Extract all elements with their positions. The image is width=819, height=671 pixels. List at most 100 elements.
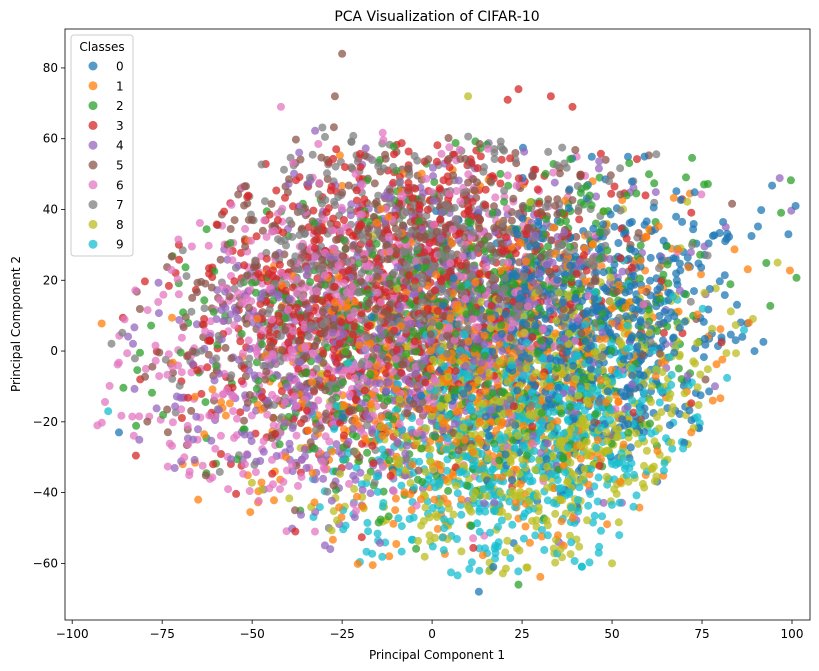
point-class-0 <box>534 221 543 230</box>
point-class-6 <box>337 203 346 212</box>
point-class-2 <box>372 239 381 248</box>
point-class-2 <box>136 348 144 357</box>
point-class-9 <box>494 522 502 531</box>
point-class-4 <box>124 332 133 341</box>
point-class-3 <box>473 164 482 173</box>
point-class-8 <box>711 284 720 293</box>
point-class-1 <box>246 508 255 517</box>
point-class-5 <box>310 342 319 351</box>
point-class-1 <box>335 151 344 160</box>
point-class-3 <box>528 422 537 431</box>
point-class-6 <box>120 315 129 324</box>
point-class-5 <box>528 171 537 180</box>
point-class-7 <box>479 167 488 176</box>
point-class-4 <box>347 200 356 209</box>
point-class-6 <box>389 487 398 496</box>
point-class-0 <box>726 330 735 339</box>
point-class-8 <box>426 457 435 466</box>
point-class-1 <box>368 561 377 570</box>
point-class-2 <box>412 544 421 553</box>
point-class-9 <box>394 514 403 523</box>
point-class-1 <box>635 503 644 512</box>
point-class-0 <box>627 217 636 226</box>
point-class-8 <box>563 477 572 486</box>
point-class-6 <box>174 235 183 244</box>
point-class-6 <box>360 249 369 258</box>
point-class-9 <box>506 554 515 563</box>
point-class-1 <box>328 535 337 544</box>
point-class-6 <box>224 248 233 256</box>
point-class-6 <box>183 421 192 430</box>
point-class-3 <box>365 239 374 248</box>
point-class-0 <box>672 187 681 196</box>
point-class-2 <box>268 374 277 383</box>
point-class-6 <box>311 253 320 262</box>
point-class-6 <box>262 232 271 241</box>
point-class-4 <box>290 169 299 178</box>
point-class-6 <box>131 286 140 295</box>
point-class-7 <box>686 297 695 306</box>
point-class-2 <box>363 448 372 457</box>
point-class-7 <box>616 164 625 173</box>
point-class-3 <box>274 311 283 320</box>
point-class-3 <box>476 152 485 161</box>
point-class-8 <box>432 513 441 521</box>
point-class-4 <box>553 233 562 241</box>
point-class-9 <box>373 529 382 538</box>
point-class-3 <box>610 182 619 191</box>
point-class-3 <box>596 149 605 158</box>
point-class-0 <box>599 220 608 229</box>
point-class-6 <box>239 349 247 358</box>
point-class-0 <box>642 217 651 226</box>
point-class-3 <box>481 185 490 194</box>
point-class-9 <box>508 520 517 529</box>
point-class-5 <box>227 354 236 363</box>
point-class-4 <box>351 475 360 484</box>
point-class-1 <box>730 245 739 254</box>
point-class-8 <box>583 516 592 525</box>
point-class-3 <box>659 328 668 337</box>
point-class-5 <box>381 150 390 159</box>
point-class-4 <box>192 412 201 421</box>
point-class-6 <box>174 290 183 299</box>
point-class-7 <box>280 165 288 174</box>
point-class-6 <box>378 128 387 137</box>
point-class-8 <box>449 510 458 519</box>
point-class-9 <box>397 522 406 531</box>
point-class-4 <box>721 223 730 232</box>
point-class-5 <box>262 367 271 376</box>
point-class-4 <box>130 384 139 393</box>
point-class-3 <box>469 543 478 552</box>
point-class-8 <box>532 516 541 525</box>
point-class-3 <box>333 220 341 229</box>
point-class-4 <box>286 294 294 303</box>
point-class-4 <box>286 373 295 382</box>
point-class-1 <box>351 417 360 426</box>
point-class-4 <box>259 447 268 456</box>
point-class-8 <box>457 547 466 556</box>
point-class-1 <box>225 399 234 408</box>
point-class-9 <box>437 505 446 514</box>
point-class-9 <box>457 510 466 519</box>
point-class-9 <box>667 370 676 379</box>
point-class-7 <box>373 265 382 274</box>
point-class-0 <box>587 152 596 161</box>
point-class-6 <box>159 290 168 299</box>
point-class-9 <box>584 501 593 510</box>
point-class-6 <box>469 534 478 543</box>
point-class-3 <box>199 320 208 329</box>
point-class-1 <box>603 520 612 529</box>
point-class-6 <box>233 288 242 297</box>
point-class-0 <box>715 277 724 286</box>
point-class-1 <box>653 446 662 455</box>
point-class-8 <box>421 467 430 476</box>
point-class-6 <box>154 298 163 306</box>
point-class-5 <box>344 181 353 190</box>
point-class-1 <box>619 440 628 449</box>
point-class-4 <box>535 269 544 278</box>
point-class-9 <box>368 549 377 558</box>
point-class-9 <box>590 511 599 520</box>
point-class-9 <box>452 535 461 543</box>
point-class-8 <box>722 349 731 358</box>
point-class-6 <box>168 418 177 427</box>
